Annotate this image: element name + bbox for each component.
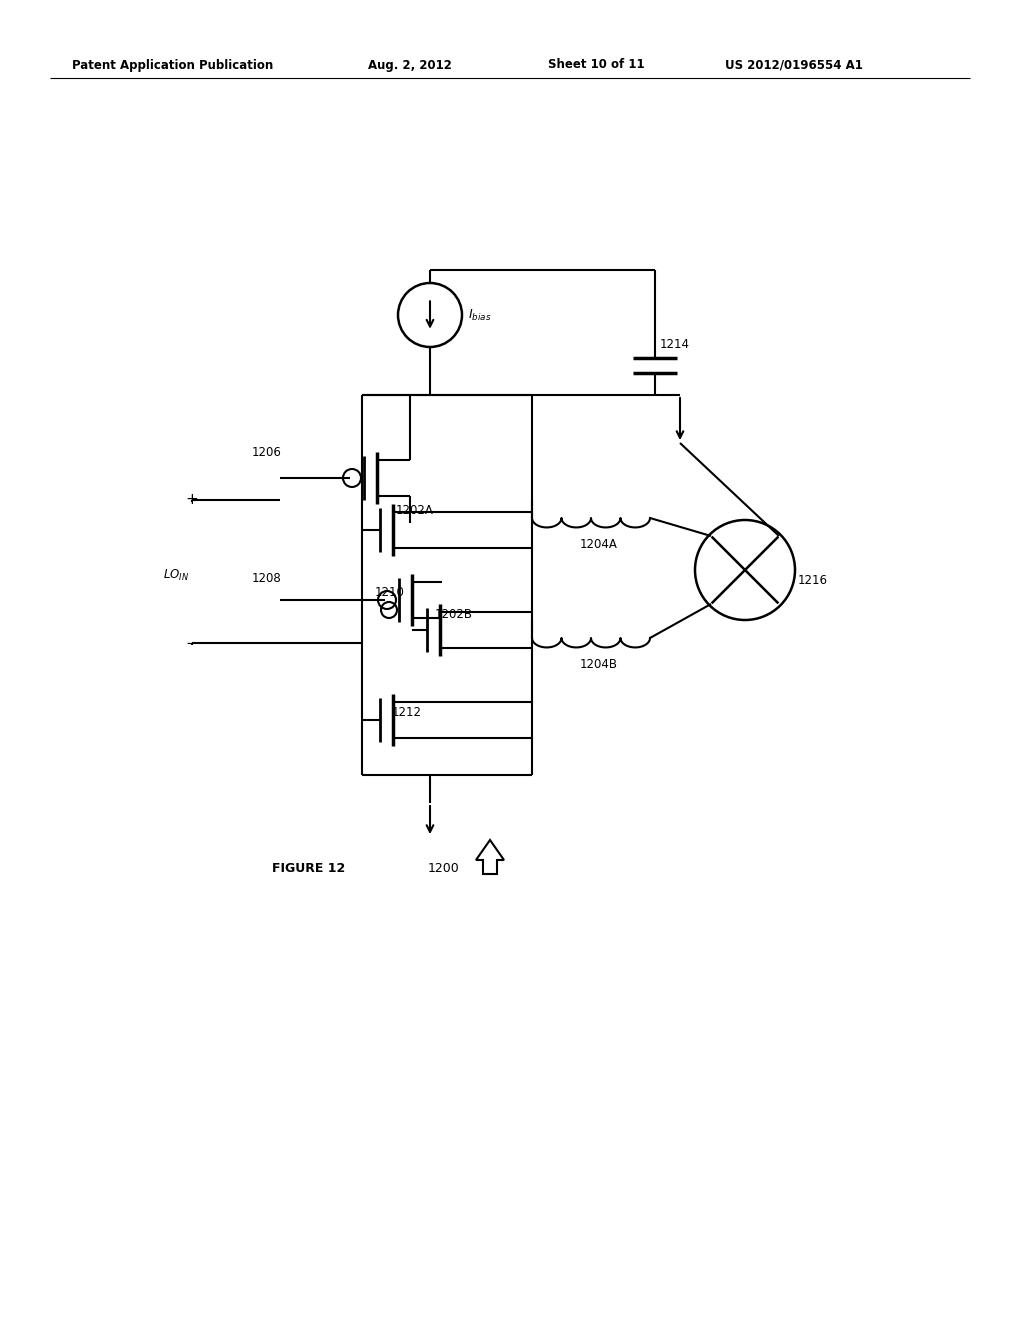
Text: −: − [185, 635, 198, 651]
Text: 1210: 1210 [375, 586, 404, 598]
Text: Patent Application Publication: Patent Application Publication [72, 58, 273, 71]
Text: +: + [185, 492, 198, 507]
Text: 1202B: 1202B [435, 609, 473, 622]
Text: 1204B: 1204B [580, 659, 618, 672]
Text: FIGURE 12: FIGURE 12 [272, 862, 345, 874]
Text: $LO_{IN}$: $LO_{IN}$ [163, 568, 189, 582]
Text: 1204A: 1204A [580, 539, 617, 552]
Text: 1216: 1216 [798, 573, 828, 586]
Text: Aug. 2, 2012: Aug. 2, 2012 [368, 58, 452, 71]
Text: 1214: 1214 [660, 338, 690, 351]
Text: US 2012/0196554 A1: US 2012/0196554 A1 [725, 58, 863, 71]
Text: 1200: 1200 [428, 862, 460, 874]
Text: 1202A: 1202A [396, 503, 434, 516]
Text: 1212: 1212 [392, 705, 422, 718]
Text: $I_{bias}$: $I_{bias}$ [468, 308, 492, 322]
Text: 1206: 1206 [252, 446, 282, 458]
Text: Sheet 10 of 11: Sheet 10 of 11 [548, 58, 645, 71]
Text: 1208: 1208 [252, 572, 282, 585]
